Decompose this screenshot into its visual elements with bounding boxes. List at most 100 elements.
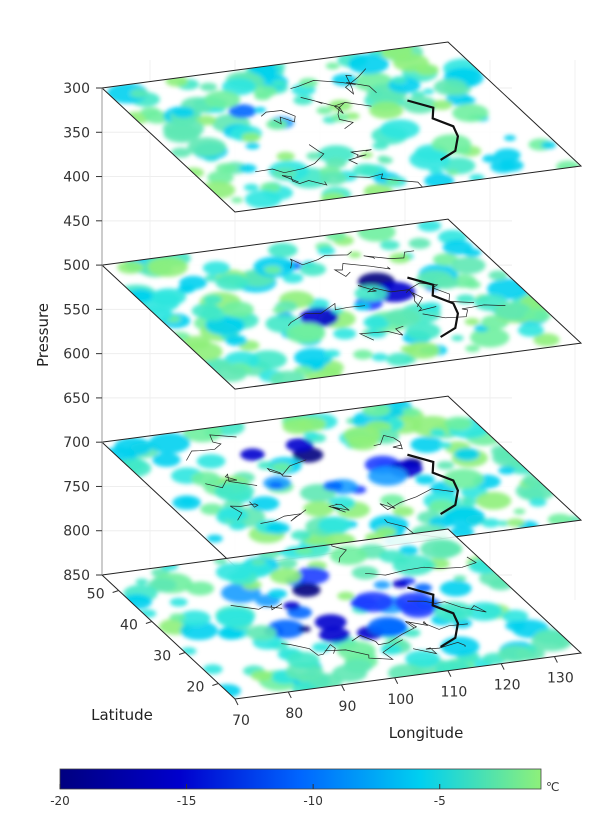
temperature-cell [187,137,227,157]
temperature-cell [319,627,350,643]
temperature-cell [254,107,267,113]
temperature-cell [328,496,356,510]
boundary-line [347,149,372,165]
temperature-cell [269,370,306,389]
temperature-cell [207,170,234,185]
temperature-cell [225,334,248,346]
temperature-cell [248,350,287,370]
layer-border [100,218,583,390]
temperature-cell [286,651,320,669]
pressure-tick-label: 450 [63,214,90,230]
temperature-cell [523,308,551,323]
temperature-cell [257,461,275,470]
temperature-cell [429,428,446,437]
temperature-cell [253,85,278,98]
temperature-cell [417,219,442,232]
latitude-axis: 20 30 40 50 [87,587,219,696]
temperature-cell [533,333,560,347]
boundary-line [379,488,454,511]
temperature-cell [405,322,441,341]
temperature-cell [272,167,297,180]
temperature-cell [317,246,336,256]
temperature-cell [444,416,473,431]
temperature-cell [360,151,373,159]
temperature-cell [429,499,454,512]
latitude-tick-label: 40 [120,618,138,634]
temperature-cell [529,498,547,507]
longitude-tick-mark [394,677,399,684]
temperature-cell [169,597,188,607]
temperature-cell [231,197,243,204]
boundary-line [405,620,468,630]
pressure-tick-label: 650 [63,391,90,407]
temperature-cell [363,315,391,330]
layer-border [100,41,583,213]
temperature-cell [405,650,441,668]
pressure-tick-label: 700 [63,435,90,451]
colorbar-tick-label: -20 [50,794,70,808]
temperature-cell [488,270,508,281]
temperature-cell [415,474,436,485]
layer-300-hpa [100,41,583,213]
temperature-cell [285,438,314,452]
latitude-tick-label: 20 [187,680,205,696]
boundary-line [281,175,328,186]
temperature-cell [454,447,480,461]
temperature-cell [434,276,459,290]
pressure-tick-label: 550 [63,302,90,318]
pressure-tick-label: 850 [63,568,90,584]
temperature-cell [392,506,414,517]
temperature-cell [204,90,241,109]
temperature-cell [443,468,484,489]
boundary-line [205,473,258,489]
temperature-cell [380,119,420,140]
temperature-cell [490,160,516,174]
temperature-cell [243,183,259,192]
coastline [407,586,460,648]
temperature-cell [130,88,149,99]
temperature-cell [497,520,510,527]
boundary-line [351,621,418,646]
temperature-cell [337,591,355,601]
temperature-cell [215,163,236,174]
temperature-cell [394,556,410,564]
latitude-tick-mark [178,652,186,655]
temperature-cell [434,601,474,622]
temperature-cell [409,149,451,170]
temperature-cell [325,157,347,169]
temperature-cell [162,118,205,139]
temperature-cell [362,402,391,418]
temperature-cell [333,327,357,340]
temperature-cell [322,480,343,491]
temperature-cell [350,596,377,610]
boundary-line [260,110,296,125]
boundary-line [324,639,403,660]
temperature-cell [169,613,186,622]
temperature-cell [387,664,425,683]
boundary-line [411,291,437,312]
colorbar-tick-label: -10 [303,794,323,808]
pressure-axis: 300 350 400 450 500 550 600 650 700 750 800 850 [63,81,103,584]
temperature-cell [293,95,313,106]
boundary-line [328,503,350,513]
temperature-cell [513,508,526,515]
temperature-cell [461,96,476,104]
pressure-tick-label: 350 [63,125,90,141]
temperature-cell [245,142,260,150]
temperature-cell [206,534,223,543]
temperature-cell [441,157,476,175]
temperature-cell [260,182,281,193]
boundary-line [229,501,259,521]
temperature-cell [202,261,231,275]
temperature-cell [325,230,347,241]
temperature-cell [380,644,402,655]
temperature-cell [475,491,512,510]
temperature-cell [250,670,273,682]
temperature-cell [170,147,192,158]
temperature-cell [432,99,453,110]
pressure-tick-label: 600 [63,347,90,363]
latitude-tick-mark [145,621,153,624]
boundary-line [407,600,487,613]
temperature-cell [494,148,521,162]
boundary-line [344,68,367,95]
